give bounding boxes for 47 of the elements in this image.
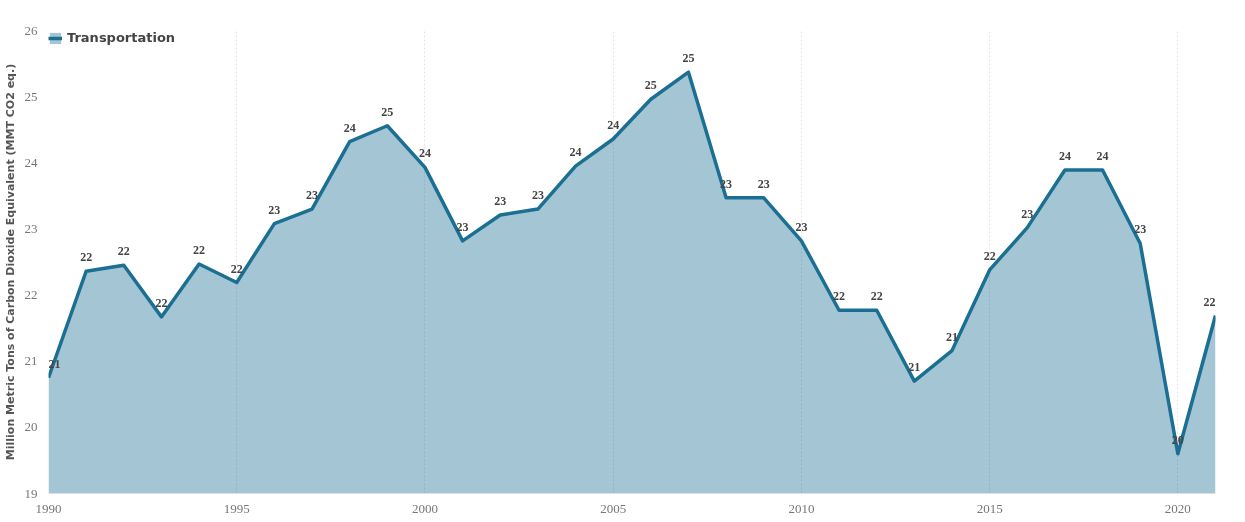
data-label: 21 bbox=[908, 360, 921, 375]
data-label: 24 bbox=[1058, 149, 1071, 164]
x-tick-label: 2010 bbox=[788, 500, 815, 516]
y-tick-label: 19 bbox=[24, 485, 38, 501]
x-tick-label: 2000 bbox=[411, 500, 438, 516]
y-tick-label: 20 bbox=[24, 419, 38, 435]
data-label: 23 bbox=[757, 176, 770, 191]
data-label: 22 bbox=[870, 289, 883, 304]
data-label: 24 bbox=[418, 146, 431, 161]
data-label: 25 bbox=[381, 104, 394, 119]
data-label: 21 bbox=[945, 329, 958, 344]
x-tick-label: 1990 bbox=[35, 500, 62, 516]
y-tick-label: 23 bbox=[24, 220, 38, 236]
data-label: 21 bbox=[48, 356, 61, 371]
data-label: 22 bbox=[80, 250, 93, 265]
x-tick-label: 2005 bbox=[600, 500, 627, 516]
x-tick-label: 1995 bbox=[223, 500, 250, 516]
data-label: 24 bbox=[569, 145, 582, 160]
data-label: 22 bbox=[193, 242, 206, 257]
data-label: 24 bbox=[343, 120, 356, 135]
data-label: 22 bbox=[155, 295, 168, 310]
data-label: 24 bbox=[1096, 149, 1109, 164]
y-axis-title: Million Metric Tons of Carbon Dioxide Equivalent (MMT CO2 eq.) bbox=[3, 63, 17, 461]
legend-label: Transportation bbox=[67, 30, 176, 45]
y-tick-label: 21 bbox=[24, 353, 38, 369]
data-label: 23 bbox=[494, 194, 507, 209]
x-tick-label: 2015 bbox=[976, 500, 1003, 516]
y-tick-label: 25 bbox=[24, 88, 38, 104]
data-label: 23 bbox=[306, 188, 319, 203]
y-tick-label: 26 bbox=[24, 22, 38, 38]
data-label: 22 bbox=[983, 248, 996, 263]
data-label: 24 bbox=[607, 117, 620, 132]
data-label: 22 bbox=[117, 244, 130, 259]
y-tick-label: 22 bbox=[24, 287, 38, 303]
data-label: 22 bbox=[833, 289, 846, 304]
data-label: 25 bbox=[644, 78, 657, 93]
data-label: 23 bbox=[1134, 222, 1147, 237]
data-label: 22 bbox=[230, 261, 243, 276]
data-label: 23 bbox=[795, 219, 808, 234]
data-label: 25 bbox=[682, 51, 695, 66]
data-label: 22 bbox=[1203, 294, 1216, 309]
data-label: 23 bbox=[456, 219, 469, 234]
y-tick-label: 24 bbox=[24, 154, 38, 170]
data-label: 23 bbox=[268, 202, 281, 217]
x-tick-label: 2020 bbox=[1164, 500, 1191, 516]
data-label: 23 bbox=[531, 188, 544, 203]
data-label: 23 bbox=[1021, 206, 1034, 221]
